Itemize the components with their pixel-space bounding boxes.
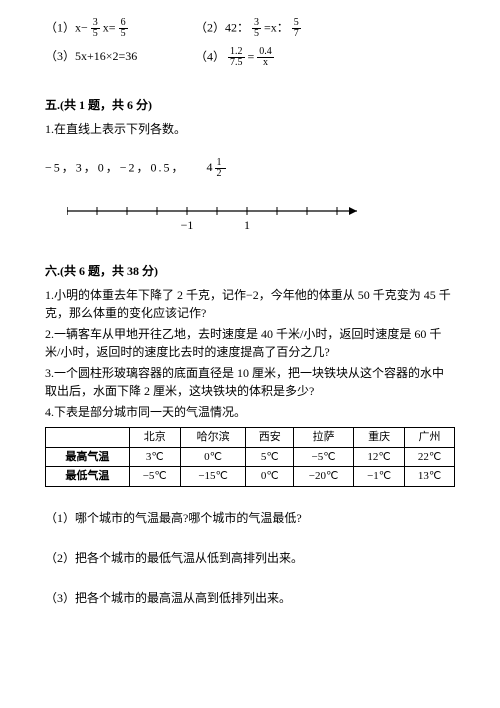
sub-q3: （3）把各个城市的最高温从高到低排列出来。 [45, 589, 455, 607]
sec6-q3: 3.一个圆柱形玻璃容器的底面直径是 10 厘米，把一块铁块从这个容器的水中取出后… [45, 364, 455, 400]
eq1-mid: x= [103, 20, 119, 34]
equation-4: （4） 1.27.5 = 0.4x [195, 47, 274, 68]
axis-label-m1: −1 [181, 218, 194, 232]
sub-q1: （1）哪个城市的气温最高?哪个城市的气温最低? [45, 509, 455, 527]
eq1-frac2: 65 [119, 18, 128, 39]
eq4-frac2: 0.4x [257, 47, 274, 68]
number-line: −1 1 [67, 199, 455, 240]
cell: 5℃ [246, 447, 294, 467]
axis-label-p1: 1 [244, 218, 250, 232]
th-city: 北京 [129, 428, 180, 448]
number-line-svg: −1 1 [67, 199, 367, 235]
cell: −15℃ [180, 467, 246, 487]
cell: 0℃ [180, 447, 246, 467]
eq-row-1: （1）x− 35 x= 65 （2）42： 35 =x： 57 [45, 18, 455, 39]
section-5-head: 五.(共 1 题，共 6 分) [45, 96, 455, 114]
equation-2: （2）42： 35 =x： 57 [195, 18, 301, 39]
eq2-frac2: 57 [292, 18, 301, 39]
sec6-questions: 1.小明的体重去年下降了 2 千克，记作−2，今年他的体重从 50 千克变为 4… [45, 286, 455, 421]
eq4-frac1: 1.27.5 [228, 47, 245, 68]
equation-1: （1）x− 35 x= 65 [45, 18, 195, 39]
numbers-text: −5，3，0，−2，0.5， [45, 160, 186, 174]
eq4-mid: = [248, 49, 258, 63]
th-city: 重庆 [354, 428, 405, 448]
table-row-high: 最高气温 3℃ 0℃ 5℃ −5℃ 12℃ 22℃ [46, 447, 455, 467]
th-blank [46, 428, 130, 448]
rowhead-low: 最低气温 [46, 467, 130, 487]
eq2-frac1: 35 [252, 18, 261, 39]
number-list: −5，3，0，−2，0.5， 412 [45, 158, 455, 179]
cell: 12℃ [354, 447, 405, 467]
cell: −1℃ [354, 467, 405, 487]
eq-row-2: （3）5x+16×2=36 （4） 1.27.5 = 0.4x [45, 47, 455, 68]
mixed-number: 412 [207, 160, 226, 174]
table-header-row: 北京 哈尔滨 西安 拉萨 重庆 广州 [46, 428, 455, 448]
cell: −20℃ [294, 467, 354, 487]
mixed-whole: 4 [207, 160, 215, 174]
equation-3: （3）5x+16×2=36 [45, 47, 195, 68]
th-city: 拉萨 [294, 428, 354, 448]
cell: 0℃ [246, 467, 294, 487]
eq2-prefix: （2）42： [195, 20, 249, 34]
eq2-mid: =x： [264, 20, 289, 34]
cell: 3℃ [129, 447, 180, 467]
sec5-q1: 1.在直线上表示下列各数。 [45, 120, 455, 138]
th-city: 西安 [246, 428, 294, 448]
equations-block: （1）x− 35 x= 65 （2）42： 35 =x： 57 （3）5x+16… [45, 18, 455, 68]
cell: −5℃ [129, 467, 180, 487]
eq1-frac1: 35 [91, 18, 100, 39]
sec6-q1: 1.小明的体重去年下降了 2 千克，记作−2，今年他的体重从 50 千克变为 4… [45, 286, 455, 322]
eq4-prefix: （4） [195, 49, 225, 63]
table-row-low: 最低气温 −5℃ −15℃ 0℃ −20℃ −1℃ 13℃ [46, 467, 455, 487]
sub-q2: （2）把各个城市的最低气温从低到高排列出来。 [45, 549, 455, 567]
th-city: 哈尔滨 [180, 428, 246, 448]
temperature-table: 北京 哈尔滨 西安 拉萨 重庆 广州 最高气温 3℃ 0℃ 5℃ −5℃ 12℃… [45, 427, 455, 487]
mixed-frac: 12 [215, 158, 226, 179]
section-6-head: 六.(共 6 题，共 38 分) [45, 262, 455, 280]
eq1-prefix: （1）x− [45, 20, 88, 34]
th-city: 广州 [405, 428, 455, 448]
rowhead-high: 最高气温 [46, 447, 130, 467]
cell: 13℃ [405, 467, 455, 487]
sec6-q4: 4.下表是部分城市同一天的气温情况。 [45, 403, 455, 421]
cell: −5℃ [294, 447, 354, 467]
sec6-q2: 2.一辆客车从甲地开往乙地，去时速度是 40 千米/小时，返回时速度是 60 千… [45, 325, 455, 361]
cell: 22℃ [405, 447, 455, 467]
